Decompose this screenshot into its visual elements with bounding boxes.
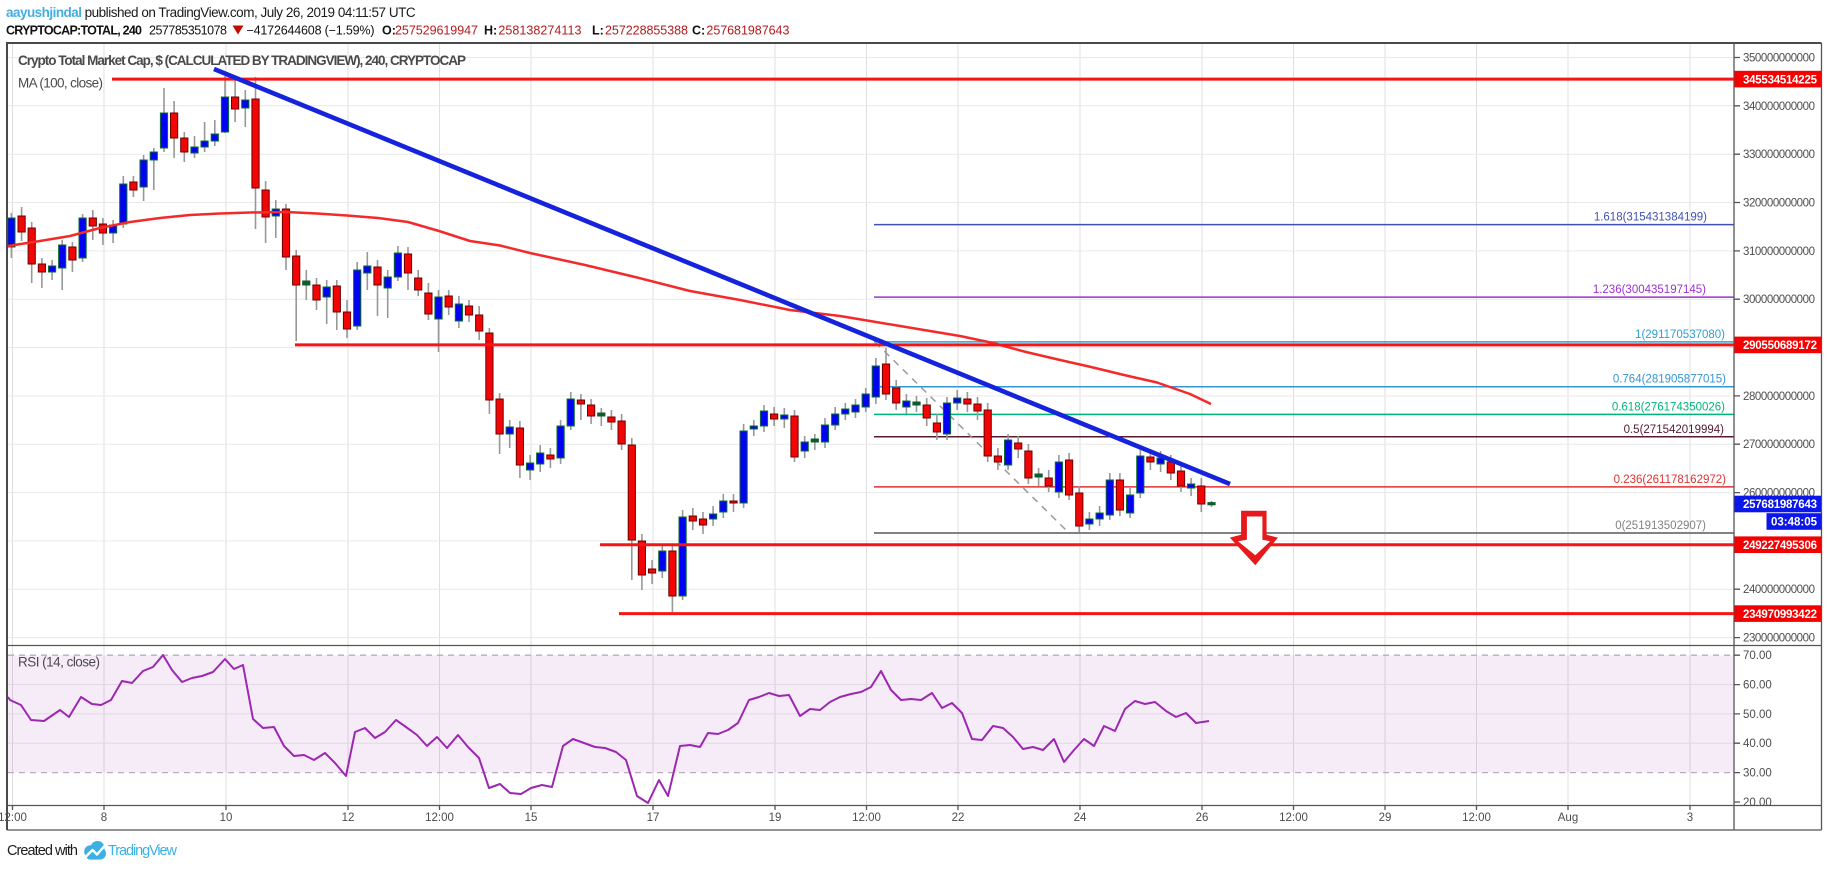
svg-text:22: 22 (952, 812, 965, 824)
svg-text:350000000000: 350000000000 (1743, 53, 1815, 65)
svg-text:20.00: 20.00 (1743, 797, 1772, 809)
svg-text:RSI (14, close): RSI (14, close) (18, 655, 100, 670)
svg-text:12:00: 12:00 (425, 812, 454, 824)
svg-text:60.00: 60.00 (1743, 680, 1772, 692)
svg-text:−4172644608 (−1.59%): −4172644608 (−1.59%) (247, 24, 375, 38)
svg-text:290550689172: 290550689172 (1743, 340, 1817, 352)
svg-text:10: 10 (220, 812, 233, 824)
svg-text:L:: L: (592, 24, 604, 38)
svg-text:12:00: 12:00 (1462, 812, 1491, 824)
svg-text:310000000000: 310000000000 (1743, 246, 1815, 258)
svg-text:24: 24 (1074, 812, 1087, 824)
svg-text:15: 15 (525, 812, 538, 824)
svg-text:0.764(281905877015): 0.764(281905877015) (1613, 374, 1726, 386)
svg-text:257785351078: 257785351078 (149, 24, 227, 38)
svg-text:CRYPTOCAP:TOTAL, 240: CRYPTOCAP:TOTAL, 240 (6, 24, 142, 38)
svg-text:230000000000: 230000000000 (1743, 633, 1815, 645)
svg-text:257228855388: 257228855388 (605, 24, 688, 38)
svg-text:aayushjindal: aayushjindal (6, 5, 82, 20)
svg-text:50.00: 50.00 (1743, 709, 1772, 721)
svg-text:29: 29 (1379, 812, 1392, 824)
svg-text:C:: C: (692, 24, 705, 38)
svg-text:12:00: 12:00 (0, 812, 27, 824)
svg-text:3: 3 (1687, 812, 1693, 824)
svg-text:Aug: Aug (1558, 812, 1578, 824)
svg-text:published on TradingView.com,: published on TradingView.com, July 26, 2… (85, 5, 416, 20)
svg-text:270000000000: 270000000000 (1743, 439, 1815, 451)
svg-text:1.618(315431384199): 1.618(315431384199) (1594, 212, 1707, 224)
svg-text:8: 8 (101, 812, 107, 824)
svg-text:1(291170537080): 1(291170537080) (1635, 329, 1725, 341)
svg-text:300000000000: 300000000000 (1743, 294, 1815, 306)
svg-text:O:: O: (382, 24, 396, 38)
svg-text:1.236(300435197145): 1.236(300435197145) (1593, 284, 1706, 296)
svg-text:258138274113: 258138274113 (498, 24, 581, 38)
svg-text:70.00: 70.00 (1743, 650, 1772, 662)
svg-text:0.5(271542019994): 0.5(271542019994) (1624, 424, 1725, 436)
svg-text:257681987643: 257681987643 (1743, 499, 1817, 511)
svg-text:12:00: 12:00 (1279, 812, 1308, 824)
svg-text:0.618(276174350026): 0.618(276174350026) (1612, 401, 1725, 413)
svg-text:Created with: Created with (7, 843, 78, 859)
svg-text:03:48:05: 03:48:05 (1771, 517, 1818, 529)
svg-text:40.00: 40.00 (1743, 738, 1772, 750)
svg-text:H:: H: (484, 24, 497, 38)
svg-text:17: 17 (647, 812, 660, 824)
svg-text:249227495306: 249227495306 (1743, 540, 1817, 552)
svg-text:26: 26 (1196, 812, 1209, 824)
svg-text:12: 12 (342, 812, 355, 824)
svg-text:234970993422: 234970993422 (1743, 609, 1817, 621)
svg-text:340000000000: 340000000000 (1743, 101, 1815, 113)
svg-text:MA (100, close): MA (100, close) (18, 76, 103, 91)
svg-text:Crypto Total Market Cap, $ (CA: Crypto Total Market Cap, $ (CALCULATED B… (18, 53, 466, 68)
svg-text:19: 19 (769, 812, 782, 824)
svg-text:257529619947: 257529619947 (395, 24, 478, 38)
svg-text:TradingView: TradingView (108, 843, 178, 859)
svg-text:240000000000: 240000000000 (1743, 584, 1815, 596)
svg-text:320000000000: 320000000000 (1743, 198, 1815, 210)
svg-text:0(251913502907): 0(251913502907) (1615, 520, 1706, 532)
svg-text:30.00: 30.00 (1743, 768, 1772, 780)
svg-text:330000000000: 330000000000 (1743, 149, 1815, 161)
svg-text:0.236(261178162972): 0.236(261178162972) (1614, 474, 1727, 486)
svg-text:280000000000: 280000000000 (1743, 391, 1815, 403)
svg-text:257681987643: 257681987643 (706, 24, 789, 38)
svg-text:345534514225: 345534514225 (1743, 74, 1818, 86)
svg-text:12:00: 12:00 (852, 812, 881, 824)
